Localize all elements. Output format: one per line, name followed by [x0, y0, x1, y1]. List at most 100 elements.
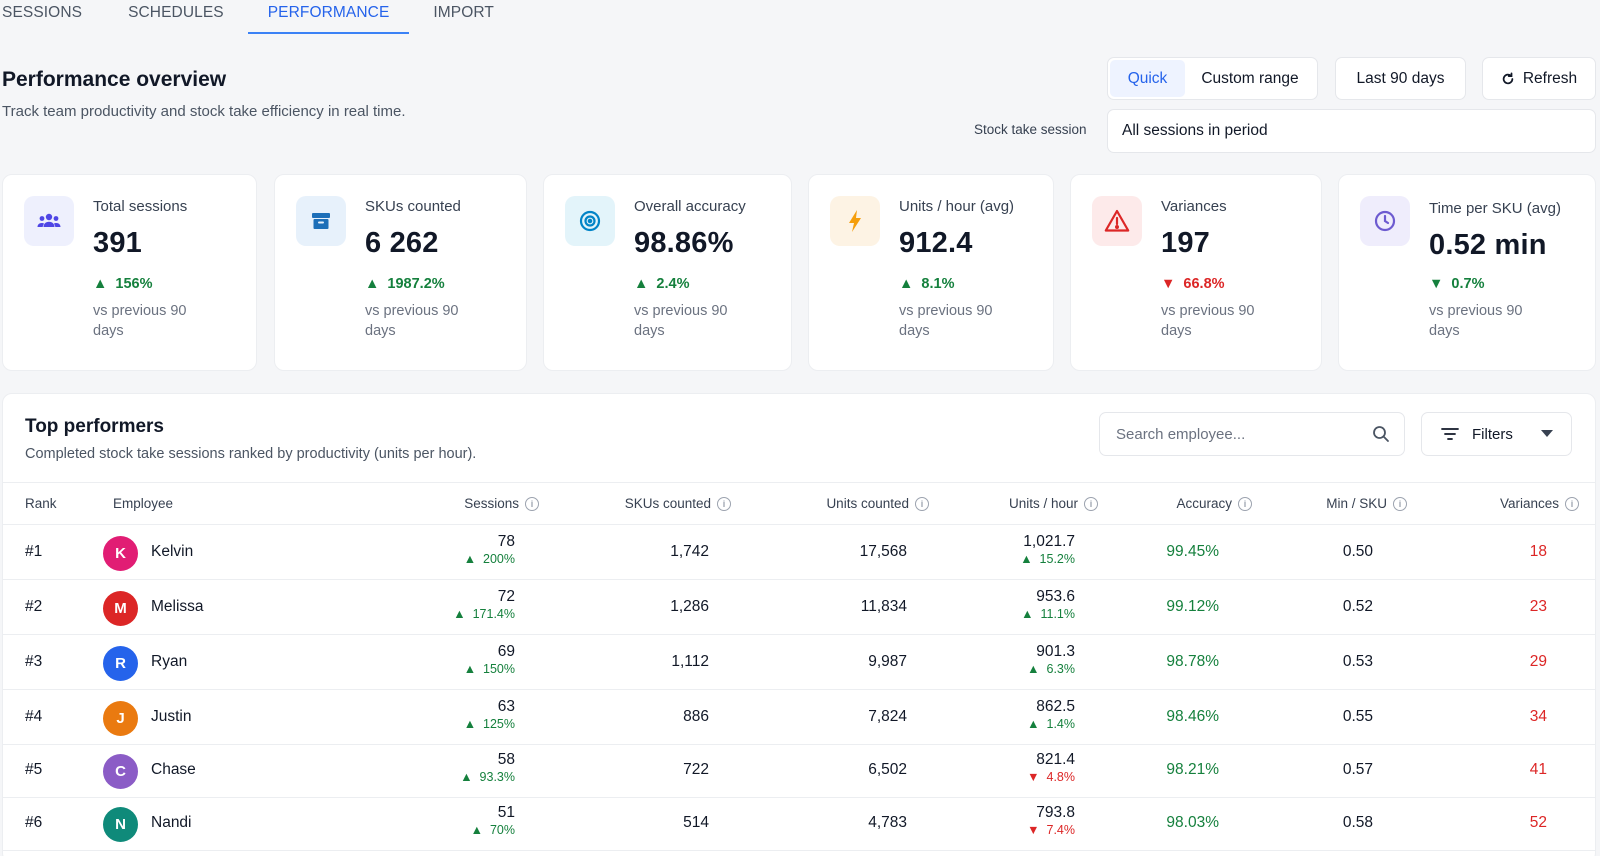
variances-cell: 52	[1529, 814, 1547, 831]
kpi-label: Units / hour (avg)	[899, 198, 1015, 215]
kpi-delta: ▲ 2.4%	[634, 276, 690, 292]
column-header-sessions[interactable]: Sessions i	[464, 496, 539, 511]
avatar: M	[103, 591, 138, 626]
column-header-rank[interactable]: Rank	[25, 496, 57, 511]
variances-cell: 41	[1529, 761, 1547, 778]
kpi-note: vs previous 90 days	[93, 303, 187, 339]
units-per-hour-value: 953.6	[1036, 588, 1075, 605]
filter-lines-icon	[1441, 428, 1459, 440]
info-icon[interactable]: i	[717, 496, 731, 511]
column-header-min-per-sku[interactable]: Min / SKU i	[1326, 496, 1407, 511]
tab-schedules[interactable]: SCHEDULES	[128, 4, 224, 21]
session-filter-label: Stock take session	[974, 122, 1087, 137]
sessions-value: 69	[497, 643, 515, 660]
column-header-skus-counted[interactable]: SKUs counted i	[625, 496, 731, 511]
filters-button[interactable]: Filters	[1421, 412, 1572, 456]
kpi-card-time-per-sku: Time per SKU (avg) 0.52 min ▼ 0.7% vs pr…	[1338, 174, 1596, 371]
column-header-employee[interactable]: Employee	[113, 496, 174, 511]
sessions-delta: ▲ 70%	[470, 823, 515, 837]
min-per-sku-cell: 0.58	[1342, 814, 1373, 831]
quick-range-button[interactable]: Quick	[1110, 60, 1185, 97]
sessions-cell: 51 ▲ 70%	[471, 803, 515, 838]
target-icon	[565, 196, 615, 246]
min-per-sku-cell: 0.57	[1342, 761, 1373, 778]
column-header-units-per-hour[interactable]: Units / hour i	[1009, 496, 1098, 511]
sessions-value: 58	[497, 751, 515, 768]
units-per-hour-cell: 1,021.7 ▲ 15.2%	[1020, 532, 1075, 567]
employee-name[interactable]: Justin	[151, 708, 192, 725]
table-row[interactable]: #6 N Nandi 51 ▲ 70% 514 4,783 793.8 ▼ 7.4% 98.03%…	[3, 796, 1595, 851]
sessions-cell: 78 ▲ 200%	[464, 532, 515, 567]
min-per-sku-cell: 0.53	[1342, 653, 1373, 670]
kpi-value: 98.86%	[634, 227, 734, 259]
period-select-button[interactable]: Last 90 days	[1335, 57, 1466, 100]
tab-import[interactable]: IMPORT	[433, 4, 494, 21]
sessions-delta: ▲ 93.3%	[460, 770, 515, 784]
units-counted-cell: 4,783	[868, 814, 907, 831]
tab-sessions[interactable]: SESSIONS	[2, 4, 83, 21]
units-per-hour-delta-value: 15.2%	[1039, 552, 1075, 566]
accuracy-cell: 98.03%	[1166, 814, 1219, 831]
info-icon[interactable]: i	[1393, 496, 1407, 511]
units-per-hour-delta: ▲ 6.3%	[1027, 662, 1075, 676]
sessions-cell: 69 ▲ 150%	[464, 642, 515, 677]
kpi-value: 197	[1161, 227, 1210, 259]
tab-performance[interactable]: PERFORMANCE	[247, 0, 410, 34]
page-subtitle: Track team productivity and stock take e…	[2, 103, 406, 120]
kpi-value: 0.52 min	[1429, 229, 1547, 261]
employee-name[interactable]: Nandi	[151, 814, 192, 831]
custom-range-button[interactable]: Custom range	[1201, 69, 1299, 87]
employee-name[interactable]: Chase	[151, 761, 196, 778]
sessions-delta: ▲ 125%	[463, 717, 515, 731]
kpi-delta: ▼ 66.8%	[1161, 276, 1225, 292]
skus-counted-cell: 514	[683, 814, 709, 831]
tab-bar: SESSIONS SCHEDULES PERFORMANCE IMPORT	[0, 0, 538, 34]
info-icon[interactable]: i	[1565, 496, 1579, 511]
employee-name[interactable]: Kelvin	[151, 543, 194, 560]
kpi-label: Time per SKU (avg)	[1429, 200, 1561, 217]
rank-cell: #1	[25, 543, 43, 560]
units-per-hour-delta-value: 4.8%	[1046, 770, 1076, 784]
kpi-delta: ▼ 0.7%	[1429, 276, 1485, 292]
units-per-hour-delta: ▼ 4.8%	[1027, 770, 1076, 784]
kpi-delta: ▲ 1987.2%	[365, 276, 445, 292]
column-header-units-counted[interactable]: Units counted i	[826, 496, 929, 511]
kpi-delta: ▲ 156%	[93, 276, 153, 292]
table-row[interactable]: #3 R Ryan 69 ▲ 150% 1,112 9,987 901.3 ▲ 6.3% 98.7…	[3, 635, 1595, 690]
archive-box-icon	[296, 196, 346, 246]
table-row[interactable]: #4 J Justin 63 ▲ 125% 886 7,824 862.5 ▲ 1.4% 98.4…	[3, 690, 1595, 745]
rank-cell: #2	[25, 598, 43, 615]
column-header-accuracy[interactable]: Accuracy i	[1176, 496, 1252, 511]
chevron-down-icon	[1541, 430, 1553, 437]
accuracy-cell: 98.21%	[1166, 761, 1219, 778]
employee-name[interactable]: Melissa	[151, 598, 204, 615]
kpi-note: vs previous 90 days	[899, 303, 993, 339]
accuracy-cell: 99.12%	[1166, 598, 1219, 615]
info-icon[interactable]: i	[525, 496, 539, 511]
column-header-variances[interactable]: Variances i	[1500, 496, 1579, 511]
table-row[interactable]: #1 K Kelvin 78 ▲ 200% 1,742 17,568 1,021.7 ▲ 15.…	[3, 525, 1595, 580]
refresh-label: Refresh	[1522, 69, 1578, 87]
info-icon[interactable]: i	[1084, 496, 1098, 511]
accuracy-cell: 98.46%	[1166, 708, 1219, 725]
kpi-delta: ▲ 8.1%	[899, 276, 955, 292]
kpi-value: 6 262	[365, 227, 439, 259]
search-placeholder: Search employee...	[1116, 425, 1246, 443]
variances-cell: 29	[1529, 653, 1547, 670]
table-row[interactable]: #5 C Chase 58 ▲ 93.3% 722 6,502 821.4 ▼ 4.8% 98.2…	[3, 743, 1595, 798]
lightning-icon	[830, 196, 880, 246]
info-icon[interactable]: i	[1238, 496, 1252, 511]
units-per-hour-delta: ▲ 15.2%	[1020, 552, 1075, 566]
info-icon[interactable]: i	[915, 496, 929, 511]
page-title: Performance overview	[2, 68, 227, 91]
units-per-hour-delta: ▲ 1.4%	[1027, 717, 1075, 731]
search-employee-input[interactable]: Search employee...	[1099, 412, 1405, 456]
range-mode-toggle: Quick Custom range	[1107, 57, 1318, 100]
avatar: N	[103, 807, 138, 842]
session-select[interactable]: All sessions in period	[1107, 109, 1596, 153]
kpi-card-units-per-hour: Units / hour (avg) 912.4 ▲ 8.1% vs previ…	[808, 174, 1054, 371]
employee-name[interactable]: Ryan	[151, 653, 188, 670]
refresh-button[interactable]: Refresh	[1482, 57, 1596, 100]
table-row[interactable]: #2 M Melissa 72 ▲ 171.4% 1,286 11,834 953.6 ▲ 11…	[3, 580, 1595, 635]
kpi-delta-value: 1987.2%	[387, 276, 445, 292]
